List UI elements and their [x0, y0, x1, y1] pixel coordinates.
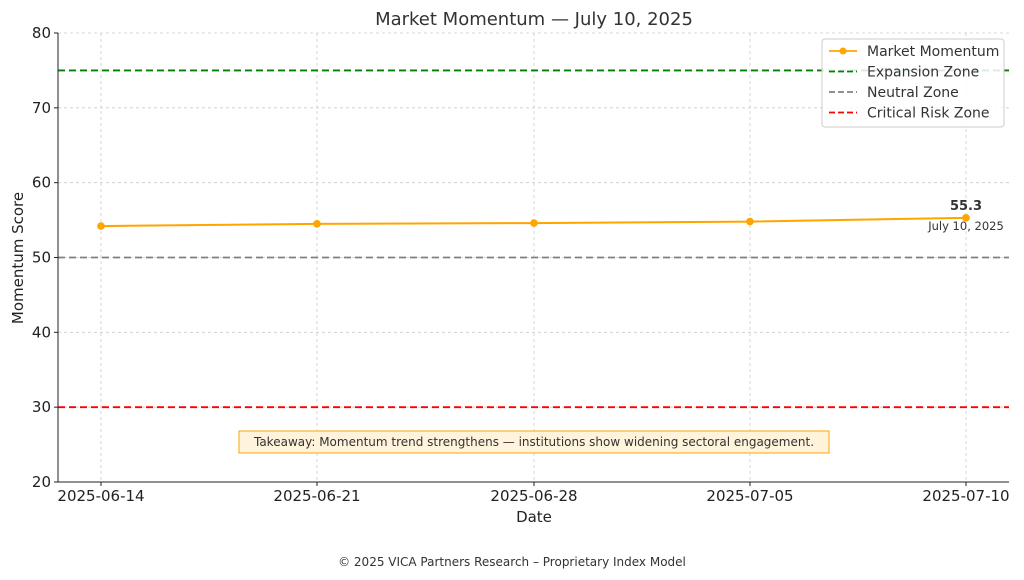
y-tick-label: 70	[32, 99, 51, 117]
legend-label: Market Momentum	[867, 44, 999, 60]
x-tick-label: 2025-07-05	[706, 487, 793, 505]
footer-copyright: © 2025 VICA Partners Research – Propriet…	[338, 555, 686, 569]
x-tick-label: 2025-07-10	[922, 487, 1009, 505]
chart-title: Market Momentum — July 10, 2025	[375, 9, 693, 30]
x-tick-label: 2025-06-28	[490, 487, 577, 505]
data-point	[530, 219, 538, 227]
legend-label: Critical Risk Zone	[867, 106, 990, 122]
legend-label: Expansion Zone	[867, 65, 979, 81]
x-axis-label: Date	[516, 508, 552, 526]
y-tick-label: 60	[32, 174, 51, 192]
legend: Market Momentum Expansion Zone Neutral Zon…	[821, 38, 1005, 128]
y-tick-label: 40	[32, 323, 51, 341]
y-tick-label: 50	[32, 249, 51, 267]
legend-marker	[839, 47, 847, 55]
y-tick-label: 20	[32, 473, 51, 491]
x-tick-label: 2025-06-21	[273, 487, 360, 505]
legend-box	[821, 38, 1005, 128]
data-point	[97, 222, 105, 230]
legend-label: Neutral Zone	[867, 85, 959, 101]
series	[97, 214, 970, 230]
data-point	[746, 217, 754, 226]
last-date-label: July 10, 2025	[927, 219, 1004, 233]
data-point	[313, 220, 321, 228]
last-value-label: 55.3	[950, 199, 982, 214]
tick-labels: 20 30 40 50 60 70 80 2025-06-14 2025-06-21 2025-0…	[32, 24, 1010, 505]
takeaway-text: Takeaway: Momentum trend strengthens — i…	[253, 435, 814, 449]
y-tick-label: 80	[32, 24, 51, 42]
takeaway-box	[238, 430, 830, 454]
annotations: 55.3 July 10, 2025 Takeaway: Momentum tren…	[238, 199, 1004, 454]
axes	[54, 32, 1009, 486]
y-axis-label: Momentum Score	[9, 192, 27, 324]
data-point	[962, 214, 970, 222]
x-tick-label: 2025-06-14	[57, 487, 144, 505]
y-tick-label: 30	[32, 398, 51, 416]
